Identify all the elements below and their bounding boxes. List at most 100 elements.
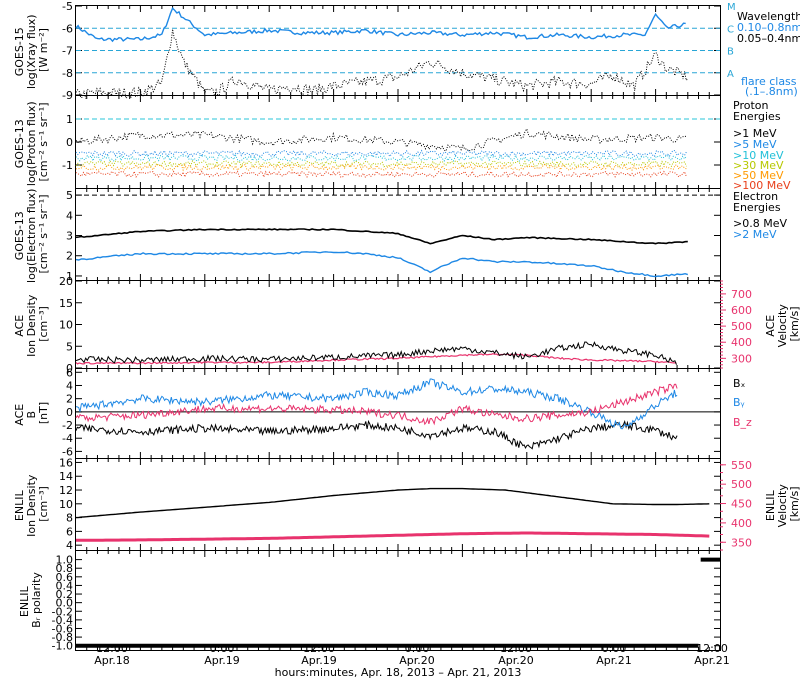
- legend-bx: Bₓ: [733, 377, 746, 390]
- legend-proton-5: >5 MeV: [733, 138, 777, 151]
- y-tick-label: -4: [62, 432, 73, 445]
- series-enlil-density: [75, 487, 710, 519]
- y-tick-label: 0.8: [56, 562, 74, 575]
- x-tick-label-date: Apr.21: [596, 654, 632, 667]
- y-axis-titles: GOES-15 log(Xray flux) [W m⁻²] GOES-13 l…: [13, 11, 800, 628]
- y2-tick-label: 500: [731, 320, 752, 333]
- y-tick-label: 16: [59, 456, 73, 469]
- series-xray-short: [75, 29, 689, 100]
- series-proton-0: [75, 127, 687, 152]
- y-tick-label: -0.2: [52, 605, 73, 618]
- x-axis-caption: hours:minutes, Apr. 18, 2013 – Apr. 21, …: [275, 666, 522, 679]
- legend-proton-100: >100 MeV: [733, 179, 791, 192]
- y-tick-label: 0: [66, 362, 73, 375]
- y-tick-label: 14: [59, 470, 73, 483]
- legend-electron-title-2: Energies: [733, 201, 781, 214]
- x-tick-label-date: Apr.20: [498, 654, 534, 667]
- legend-proton-1: >1 MeV: [733, 127, 777, 140]
- ylabel-enlil-polarity: ENLIL Bᵣ polarity: [18, 572, 43, 628]
- y2-tick-label: 600: [731, 304, 752, 317]
- y-tick-label: 6: [66, 366, 73, 379]
- panel-frame-ace-density: [75, 280, 721, 369]
- y-tick-label: 5: [66, 189, 73, 202]
- y-tick-label: -9: [62, 89, 73, 102]
- series-ace-density: [75, 341, 677, 365]
- flare-class-label: C: [727, 24, 734, 35]
- legend-electron-title-1: Electron: [733, 190, 778, 203]
- y-tick-label: -6: [62, 445, 73, 458]
- series-ace-velocity: [75, 353, 677, 365]
- y-tick-label: 4: [66, 379, 73, 392]
- y-tick-label: 0: [66, 406, 73, 419]
- ylabel-xray: GOES-15 log(Xray flux) [W m⁻²]: [13, 11, 50, 89]
- y-tick-label: 0.2: [56, 588, 74, 601]
- y-tick-label: -0.8: [52, 631, 73, 644]
- y2-tick-label: 300: [731, 352, 752, 365]
- y-tick-label: 1: [66, 113, 73, 126]
- y-tick-label: 15: [59, 297, 73, 310]
- flare-class-label: M: [727, 2, 736, 13]
- y-tick-label: 1.0: [56, 554, 74, 567]
- axis-ticks: 12:00Apr.180:00Apr.1912:00Apr.190:00Apr.…: [52, 0, 752, 667]
- legend-proton-title-2: Energies: [733, 110, 781, 123]
- series-proton-5: [75, 170, 687, 179]
- y-tick-label: -5: [62, 0, 73, 13]
- y2-tick-label: 450: [731, 498, 752, 511]
- legend-flare-class-1: flare class: [741, 75, 797, 88]
- legend-flare-class-2: (.1–.8nm): [745, 85, 798, 98]
- x-tick-label-date: Apr.20: [399, 654, 435, 667]
- legend-proton-title-1: Proton: [733, 99, 768, 112]
- series-proton-3: [75, 160, 687, 168]
- x-tick-label-date: Apr.19: [204, 654, 240, 667]
- y-tick-label: -1: [62, 159, 73, 172]
- y-tick-label: -2: [62, 419, 73, 432]
- series-proton-4: [75, 163, 687, 172]
- series-electron-2: [75, 251, 689, 278]
- legend-proton-10: >10 MeV: [733, 149, 784, 162]
- y-tick-label: 0.6: [56, 571, 74, 584]
- series-proton-1: [75, 149, 687, 158]
- y-tick-label: -0.6: [52, 622, 73, 635]
- y2label-ace-velocity: ACE Velocity [km/s]: [764, 301, 800, 348]
- y-tick-label: 0.4: [56, 579, 74, 592]
- x-tick-label-date: Apr.21: [694, 654, 730, 667]
- legend-xray-short: 0.05–0.4nm: [737, 32, 800, 45]
- ylabel-electron: GOES-13 log(Electron flux) [cm⁻² s⁻¹ sr⁻…: [13, 185, 50, 283]
- data-layer: [75, 6, 720, 648]
- panel-frame-proton: [75, 95, 721, 189]
- y-tick-label: 10: [59, 498, 73, 511]
- y2label-enlil-velocity: ENLIL Velocity [km/s]: [764, 481, 800, 528]
- y-tick-label: 4: [66, 539, 73, 552]
- y2-tick-label: 550: [731, 459, 752, 472]
- legend-by: Bᵧ: [733, 396, 745, 409]
- series-b-2: [75, 383, 678, 426]
- y-tick-label: 6: [66, 525, 73, 538]
- series-electron-08: [75, 228, 688, 245]
- legend-proton-30: >30 MeV: [733, 159, 784, 172]
- y-tick-label: -1.0: [52, 640, 73, 653]
- y-tick-label: 0: [66, 136, 73, 149]
- legend-electron-2: >2 MeV: [733, 228, 777, 241]
- legend-electron-08: >0.8 MeV: [733, 217, 787, 230]
- series-xray-long: [75, 6, 686, 43]
- flare-class-label: B: [727, 47, 734, 58]
- panel-frame-electron: [75, 188, 721, 281]
- y-tick-label: 4: [66, 209, 73, 222]
- ylabel-ace-density: ACE Ion Density [cm⁻³]: [13, 291, 50, 357]
- legend-proton-50: >50 MeV: [733, 169, 784, 182]
- legend-xray-title: Wavelength: [737, 10, 800, 23]
- ylabel-enlil-density: ENLIL Ion Density [cm⁻³]: [13, 471, 50, 537]
- legend-xray-long: 0.10–0.8nm: [737, 21, 800, 34]
- y2-tick-label: 350: [731, 536, 752, 549]
- legends: Wavelength 0.10–0.8nm 0.05–0.4nm flare c…: [733, 10, 800, 429]
- y-tick-label: 2: [66, 393, 73, 406]
- flare-class-label: A: [727, 69, 734, 80]
- panel-frame-enlil-polarity: [75, 550, 721, 651]
- y-tick-label: -8: [62, 67, 73, 80]
- y-tick-label: -6: [62, 22, 73, 35]
- y-tick-label: 5: [66, 340, 73, 353]
- y2-tick-label: 400: [731, 517, 752, 530]
- x-tick-label-date: Apr.18: [94, 654, 130, 667]
- legend-bz: B_z: [733, 416, 752, 429]
- series-b-0: [75, 419, 678, 450]
